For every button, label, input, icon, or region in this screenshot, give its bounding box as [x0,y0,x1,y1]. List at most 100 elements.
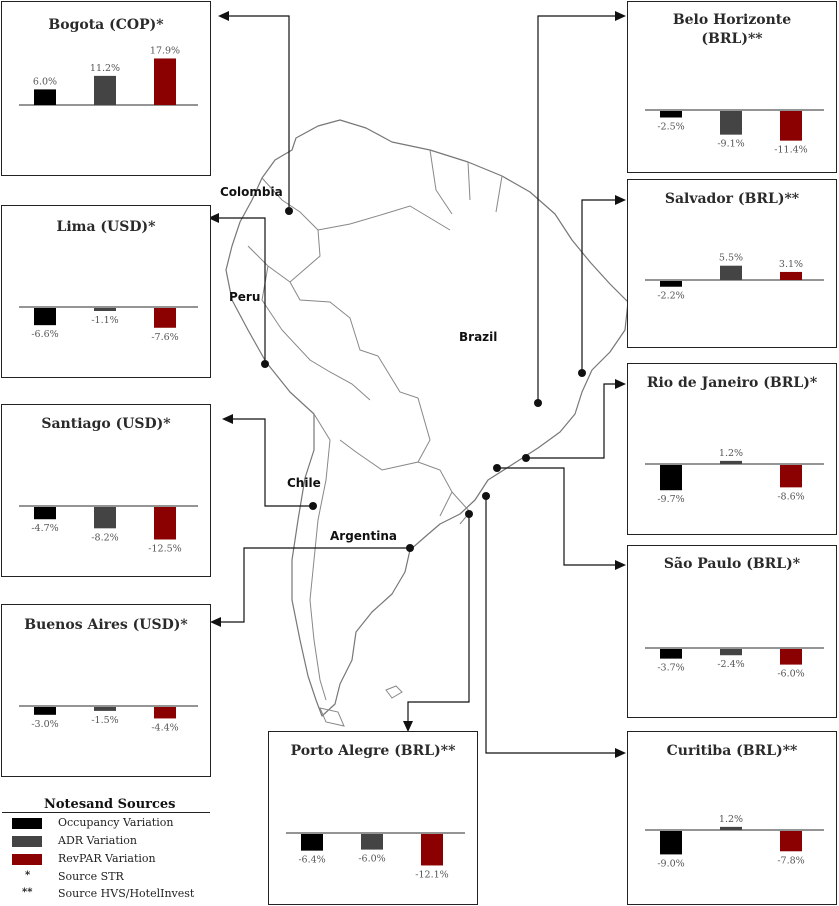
bar-label-adr: -9.1% [717,139,744,150]
bar-revpar [154,308,176,328]
bar-occupancy [34,707,56,715]
bar-occupancy [34,507,56,520]
bar-adr [94,507,116,529]
legend-label: RevPAR Variation [58,852,156,865]
legend-item-occupancy: Occupancy Variation [6,816,206,830]
bar-occupancy [660,281,682,287]
marker-porto-alegre [465,510,473,518]
bar-chart: -3.7% -2.4% -6.0% [645,647,824,680]
bar-revpar [154,707,176,719]
bar-adr [720,649,742,656]
bar-chart: -4.7% -8.2% -12.5% [19,505,198,555]
notes-title: Notesand Sources [44,797,176,812]
note-symbol: ** [22,887,33,898]
bar-revpar [780,465,802,488]
marker-rio-de-janeiro [522,454,530,462]
continent-outline [225,119,629,717]
bar-label-occupancy: -2.2% [657,291,684,302]
marker-salvador [578,369,586,377]
bar-chart: 6.0% 11.2% 17.9% [19,45,198,106]
chart-title: Bogota (COP)* [48,17,164,33]
bar-chart: -9.7% 1.2% -8.6% [645,448,824,505]
bar-adr [720,826,742,830]
chart-panel-santiago: Santiago (USD)* -4.7% -8.2% -12.5% [1,404,211,577]
bar-revpar [421,834,443,866]
border-paraguay [417,461,453,517]
note-label: Source STR [58,870,124,883]
notes-divider [2,812,210,813]
border-peru-bolivia [261,265,371,401]
legend-item-revpar: RevPAR Variation [6,852,206,866]
chart-panel-belo-horizonte: Belo Horizonte (BRL)** -2.5% -9.1% -11.4% [627,1,837,173]
chart-panel-lima: Lima (USD)* -6.6% -1.1% -7.6% [1,205,211,378]
marker-bogota [285,207,293,215]
legend-label: ADR Variation [58,834,138,847]
label-argentina: Argentina [330,529,397,543]
bar-chart: -6.4% -6.0% -12.1% [286,832,465,880]
note-label: Source HVS/HotelInvest [58,887,195,900]
bar-label-adr: 1.2% [719,814,743,825]
marker-curitiba [482,492,490,500]
label-chile: Chile [287,476,321,490]
bar-occupancy [34,308,56,326]
bar-label-revpar: -8.6% [777,491,804,502]
bar-label-occupancy: -6.4% [298,855,325,866]
marker-lima [261,360,269,368]
bar-label-revpar: 3.1% [779,259,803,270]
bar-occupancy [660,111,682,118]
marker-belo-horizonte [534,399,542,407]
bar-adr [94,308,116,311]
bar-occupancy [660,831,682,855]
bar-revpar [780,271,802,280]
bar-label-occupancy: -9.7% [657,494,684,505]
bar-chart: -2.5% -9.1% -11.4% [645,109,824,156]
border-colombia [247,177,321,283]
chart-panel-salvador: Salvador (BRL)** -2.2% 5.5% 3.1% [627,179,837,348]
note-source-hvs: ** Source HVS/HotelInvest [6,887,206,901]
bar-label-revpar: -11.4% [774,145,807,156]
bar-adr [94,707,116,711]
notes-and-sources: Notesand Sources Occupancy Variation ADR… [0,797,210,905]
border-bolivia [339,355,431,471]
bar-chart: -3.0% -1.5% -4.4% [19,705,198,733]
bar-label-occupancy: -3.0% [31,719,58,730]
chart-panel-buenos-aires: Buenos Aires (USD)* -3.0% -1.5% -4.4% [1,604,211,777]
bar-label-revpar: -12.5% [148,544,181,555]
chart-title: Curitiba (BRL)** [666,743,798,759]
bar-label-occupancy: -4.7% [31,523,58,534]
city-markers [261,207,586,552]
marker-sao-paulo [493,464,501,472]
chart-title: Santiago (USD)* [41,416,171,432]
marker-buenos-aires [406,544,414,552]
chart-panel-sao-paulo: São Paulo (BRL)* -3.7% -2.4% -6.0% [627,545,837,718]
legend-item-adr: ADR Variation [6,834,206,848]
bar-label-occupancy: -2.5% [657,122,684,133]
legend-label: Occupancy Variation [58,816,174,829]
bar-revpar [780,831,802,852]
falkland-islands [385,685,403,699]
arrowheads [208,11,626,758]
bar-label-occupancy: -9.0% [657,858,684,869]
chart-title: Salvador (BRL)** [664,191,800,207]
border-venezuela [317,205,451,231]
bar-chart: -6.6% -1.1% -7.6% [19,306,198,343]
chart-panel-rio-de-janeiro: Rio de Janeiro (BRL)* -9.7% 1.2% -8.6% [627,363,837,535]
tierra-del-fuego [319,707,345,727]
border-chile-argentina [309,413,331,701]
legend-swatch [12,818,42,829]
bar-label-adr: -1.5% [91,715,118,726]
chart-panel-bogota: Bogota (COP)* 6.0% 11.2% 17.9% [1,1,211,176]
chart-title: Buenos Aires (USD)* [24,617,188,633]
label-brazil: Brazil [459,330,498,344]
border-brazil-north [289,281,379,357]
bar-label-revpar: -6.0% [777,669,804,680]
chart-panel-porto-alegre: Porto Alegre (BRL)** -6.4% -6.0% -12.1% [268,731,478,905]
bar-label-occupancy: 6.0% [33,76,57,87]
bar-label-adr: 11.2% [90,63,120,74]
bar-label-revpar: -7.8% [777,855,804,866]
bar-label-adr: 1.2% [719,448,743,459]
bar-label-occupancy: -3.7% [657,663,684,674]
label-peru: Peru [229,290,261,304]
connectors [218,15,616,754]
